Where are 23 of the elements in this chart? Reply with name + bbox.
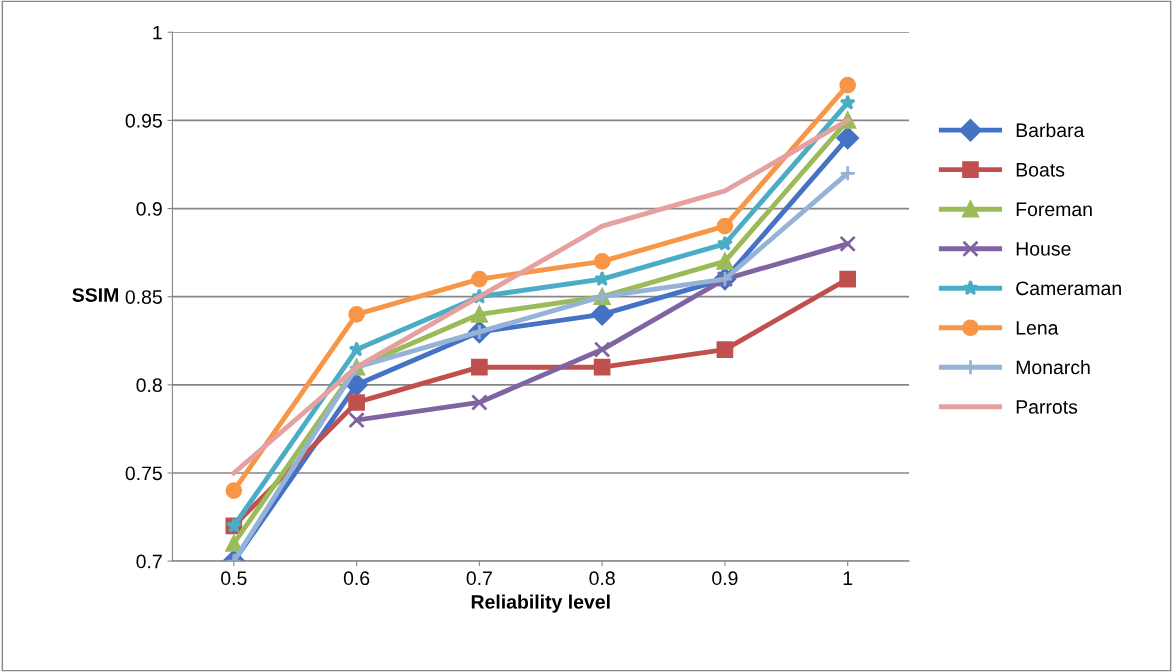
x-tick-label: 0.6	[343, 571, 370, 586]
x-tick-label: 0.5	[221, 571, 247, 586]
y-tick-label: 0.7	[136, 554, 162, 569]
x-tick-label: 0.9	[712, 571, 738, 586]
y-tick-label: 0.85	[125, 290, 162, 304]
legend-label: Lena	[1016, 321, 1059, 335]
legend-label: Cameraman	[1016, 281, 1121, 296]
legend-label: Barbara	[1016, 122, 1085, 138]
y-tick-label: 1	[153, 25, 162, 40]
y-tick-label: 0.9	[136, 202, 162, 216]
y-tick-label: 0.95	[125, 113, 162, 128]
x-tick-label: 0.7	[466, 571, 492, 586]
y-axis-title: SSIM	[72, 288, 119, 302]
y-tick-label: 0.8	[136, 378, 162, 393]
x-axis-title: Reliability level	[471, 594, 610, 613]
x-tick-label: 1	[843, 571, 853, 585]
legend-label: Parrots	[1016, 400, 1078, 414]
x-tick-label: 0.8	[589, 571, 615, 586]
legend-label: Monarch	[1016, 359, 1090, 375]
y-tick-label: 0.75	[125, 466, 162, 481]
legend-label: Boats	[1016, 163, 1065, 177]
legend-label: House	[1016, 242, 1071, 256]
legend-label: Foreman	[1016, 202, 1092, 217]
